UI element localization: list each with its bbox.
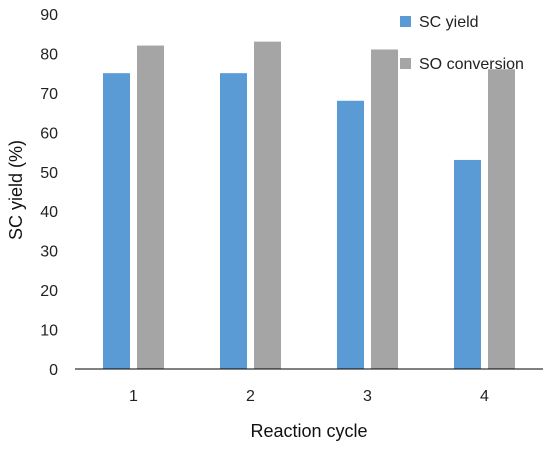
y-tick-label: 20 — [40, 283, 58, 300]
bar-sc-yield-cycle-2 — [220, 73, 247, 370]
bars — [103, 41, 515, 370]
y-tick-label: 50 — [40, 165, 58, 182]
x-axis-title: Reaction cycle — [250, 421, 367, 441]
y-tick-label: 0 — [49, 362, 58, 379]
legend: SC yield SO conversion — [400, 14, 524, 73]
x-tick-label: 4 — [480, 388, 489, 405]
x-tick-label: 1 — [129, 388, 138, 405]
bar-sc-yield-cycle-3 — [337, 100, 364, 370]
y-tick-label: 90 — [40, 7, 58, 24]
bar-so-conversion-cycle-4 — [488, 69, 515, 369]
legend-label-sc-yield: SC yield — [419, 14, 479, 31]
y-tick-label: 60 — [40, 125, 58, 142]
bar-sc-yield-cycle-1 — [103, 73, 130, 370]
x-tick-label: 3 — [363, 388, 372, 405]
y-axis-ticks: 0 10 20 30 40 50 60 70 80 90 — [40, 7, 58, 379]
x-tick-label: 2 — [246, 388, 255, 405]
y-tick-label: 70 — [40, 86, 58, 103]
bar-so-conversion-cycle-1 — [137, 45, 164, 370]
y-tick-label: 80 — [40, 46, 58, 63]
legend-swatch-so-conversion — [400, 58, 411, 69]
bar-so-conversion-cycle-3 — [371, 49, 398, 369]
legend-swatch-sc-yield — [400, 16, 411, 27]
bar-sc-yield-cycle-4 — [454, 159, 481, 369]
legend-label-so-conversion: SO conversion — [419, 56, 524, 73]
y-tick-label: 30 — [40, 244, 58, 261]
x-axis-ticks: 1 2 3 4 — [129, 388, 489, 405]
y-tick-label: 40 — [40, 204, 58, 221]
bar-so-conversion-cycle-2 — [254, 41, 281, 369]
y-axis-title: SC yield (%) — [6, 140, 26, 240]
y-tick-label: 10 — [40, 323, 58, 340]
